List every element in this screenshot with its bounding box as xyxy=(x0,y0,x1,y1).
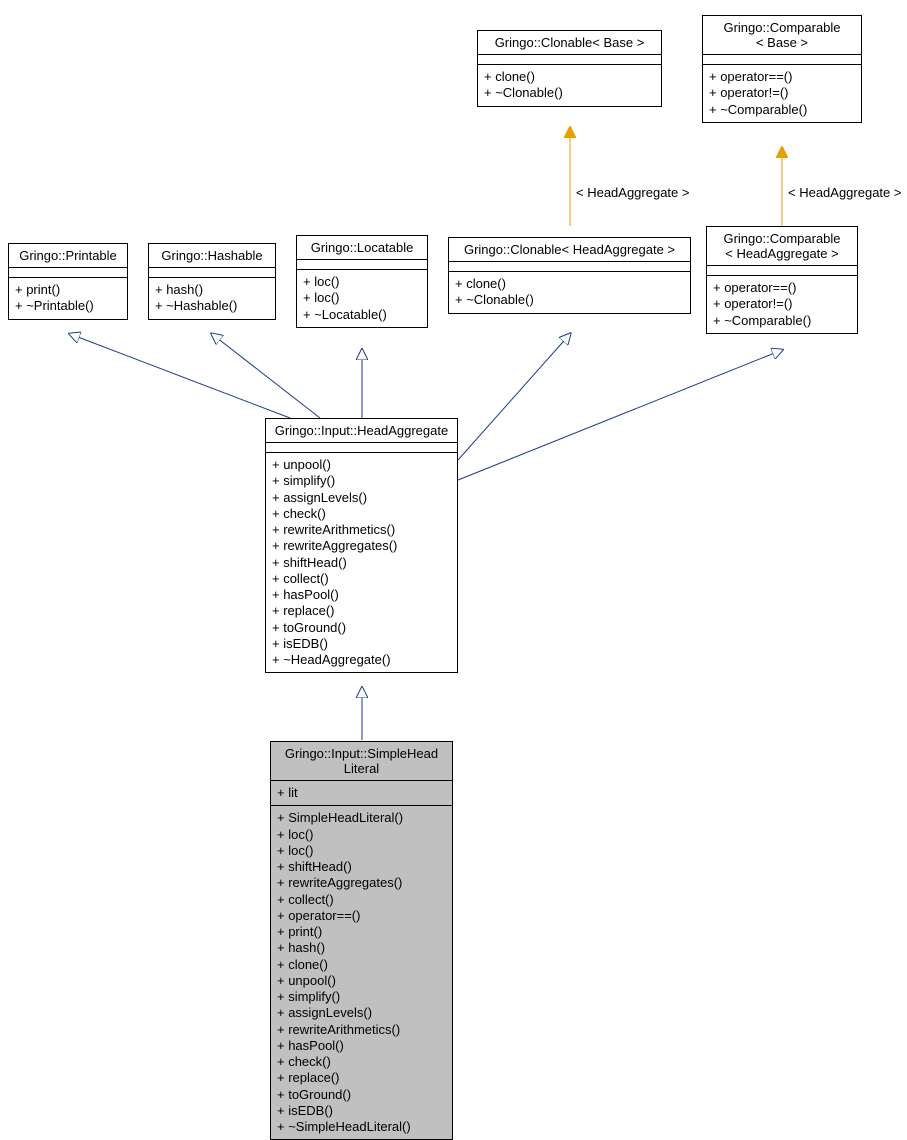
member-line: + assignLevels() xyxy=(272,490,451,506)
member-line: + shiftHead() xyxy=(272,555,451,571)
member-line: + rewriteArithmetics() xyxy=(272,522,451,538)
member-line: + ~Comparable() xyxy=(713,313,851,329)
member-line: + unpool() xyxy=(277,973,446,989)
member-line: + rewriteAggregates() xyxy=(272,538,451,554)
member-line: + ~Comparable() xyxy=(709,102,855,118)
member-line: + replace() xyxy=(272,603,451,619)
member-line: + ~Clonable() xyxy=(455,292,684,308)
member-line: + replace() xyxy=(277,1070,446,1086)
member-line: + toGround() xyxy=(277,1087,446,1103)
member-line: + check() xyxy=(272,506,451,522)
member-line: + isEDB() xyxy=(277,1103,446,1119)
member-line: + hash() xyxy=(277,940,446,956)
member-line: + isEDB() xyxy=(272,636,451,652)
attrs-empty xyxy=(478,55,661,65)
member-line: + clone() xyxy=(484,69,655,85)
title: Gringo::Input::HeadAggregate xyxy=(266,419,457,443)
title: Gringo::Hashable xyxy=(149,244,275,268)
edge-label-clonable: < HeadAggregate > xyxy=(576,185,689,200)
member-line: + ~Clonable() xyxy=(484,85,655,101)
member-line: + collect() xyxy=(277,892,446,908)
member-line: + hash() xyxy=(155,282,269,298)
box-comparable-base: Gringo::Comparable < Base > + operator==… xyxy=(702,15,862,123)
member-line: + print() xyxy=(15,282,121,298)
member-line: + simplify() xyxy=(272,473,451,489)
member-line: + assignLevels() xyxy=(277,1005,446,1021)
box-hashable: Gringo::Hashable + hash()+ ~Hashable() xyxy=(148,243,276,320)
member-line: + operator!=() xyxy=(709,85,855,101)
member-line: + hasPool() xyxy=(277,1038,446,1054)
title: Gringo::Locatable xyxy=(297,236,427,260)
members: + unpool()+ simplify()+ assignLevels()+ … xyxy=(266,453,457,672)
member-line: + ~Hashable() xyxy=(155,298,269,314)
member-line: + ~Locatable() xyxy=(303,307,421,323)
title: Gringo::Clonable< HeadAggregate > xyxy=(449,238,690,262)
members: + print()+ ~Printable() xyxy=(9,278,127,319)
attrs: + lit xyxy=(271,781,452,806)
member-line: + operator==() xyxy=(277,908,446,924)
member-line: + unpool() xyxy=(272,457,451,473)
member-line: + loc() xyxy=(303,274,421,290)
member-line: + loc() xyxy=(277,843,446,859)
member-line: + ~HeadAggregate() xyxy=(272,652,451,668)
edge-label-comparable: < HeadAggregate > xyxy=(788,185,901,200)
member-line: + clone() xyxy=(277,957,446,973)
member-line: + operator!=() xyxy=(713,296,851,312)
attrs-empty xyxy=(703,55,861,65)
member-line: + ~Printable() xyxy=(15,298,121,314)
title: Gringo::Comparable < HeadAggregate > xyxy=(707,227,857,266)
member-line: + rewriteArithmetics() xyxy=(277,1022,446,1038)
members: + loc()+ loc()+ ~Locatable() xyxy=(297,270,427,327)
title: Gringo::Printable xyxy=(9,244,127,268)
member-line: + print() xyxy=(277,924,446,940)
title: Gringo::Input::SimpleHead Literal xyxy=(271,742,452,781)
member-line: + toGround() xyxy=(272,620,451,636)
member-line: + shiftHead() xyxy=(277,859,446,875)
member-line: + loc() xyxy=(303,290,421,306)
member-line: + operator==() xyxy=(709,69,855,85)
members: + clone()+ ~Clonable() xyxy=(449,272,690,313)
members: + operator==()+ operator!=()+ ~Comparabl… xyxy=(707,276,857,333)
members: + SimpleHeadLiteral()+ loc()+ loc()+ shi… xyxy=(271,806,452,1139)
member-line: + collect() xyxy=(272,571,451,587)
member-line: + loc() xyxy=(277,827,446,843)
box-comparable-head: Gringo::Comparable < HeadAggregate > + o… xyxy=(706,226,858,334)
member-line: + simplify() xyxy=(277,989,446,1005)
members: + clone()+ ~Clonable() xyxy=(478,65,661,106)
member-line: + rewriteAggregates() xyxy=(277,875,446,891)
title: Gringo::Clonable< Base > xyxy=(478,31,661,55)
member-line: + ~SimpleHeadLiteral() xyxy=(277,1119,446,1135)
members: + hash()+ ~Hashable() xyxy=(149,278,275,319)
member-line: + clone() xyxy=(455,276,684,292)
box-simpleheadliteral: Gringo::Input::SimpleHead Literal + lit … xyxy=(270,741,453,1140)
box-clonable-base: Gringo::Clonable< Base > + clone()+ ~Clo… xyxy=(477,30,662,107)
title: Gringo::Comparable < Base > xyxy=(703,16,861,55)
box-clonable-head: Gringo::Clonable< HeadAggregate > + clon… xyxy=(448,237,691,314)
member-line: + SimpleHeadLiteral() xyxy=(277,810,446,826)
member-line: + check() xyxy=(277,1054,446,1070)
member-line: + hasPool() xyxy=(272,587,451,603)
member-line: + lit xyxy=(277,785,446,801)
box-headaggregate: Gringo::Input::HeadAggregate + unpool()+… xyxy=(265,418,458,673)
members: + operator==()+ operator!=()+ ~Comparabl… xyxy=(703,65,861,122)
member-line: + operator==() xyxy=(713,280,851,296)
box-printable: Gringo::Printable + print()+ ~Printable(… xyxy=(8,243,128,320)
box-locatable: Gringo::Locatable + loc()+ loc()+ ~Locat… xyxy=(296,235,428,328)
